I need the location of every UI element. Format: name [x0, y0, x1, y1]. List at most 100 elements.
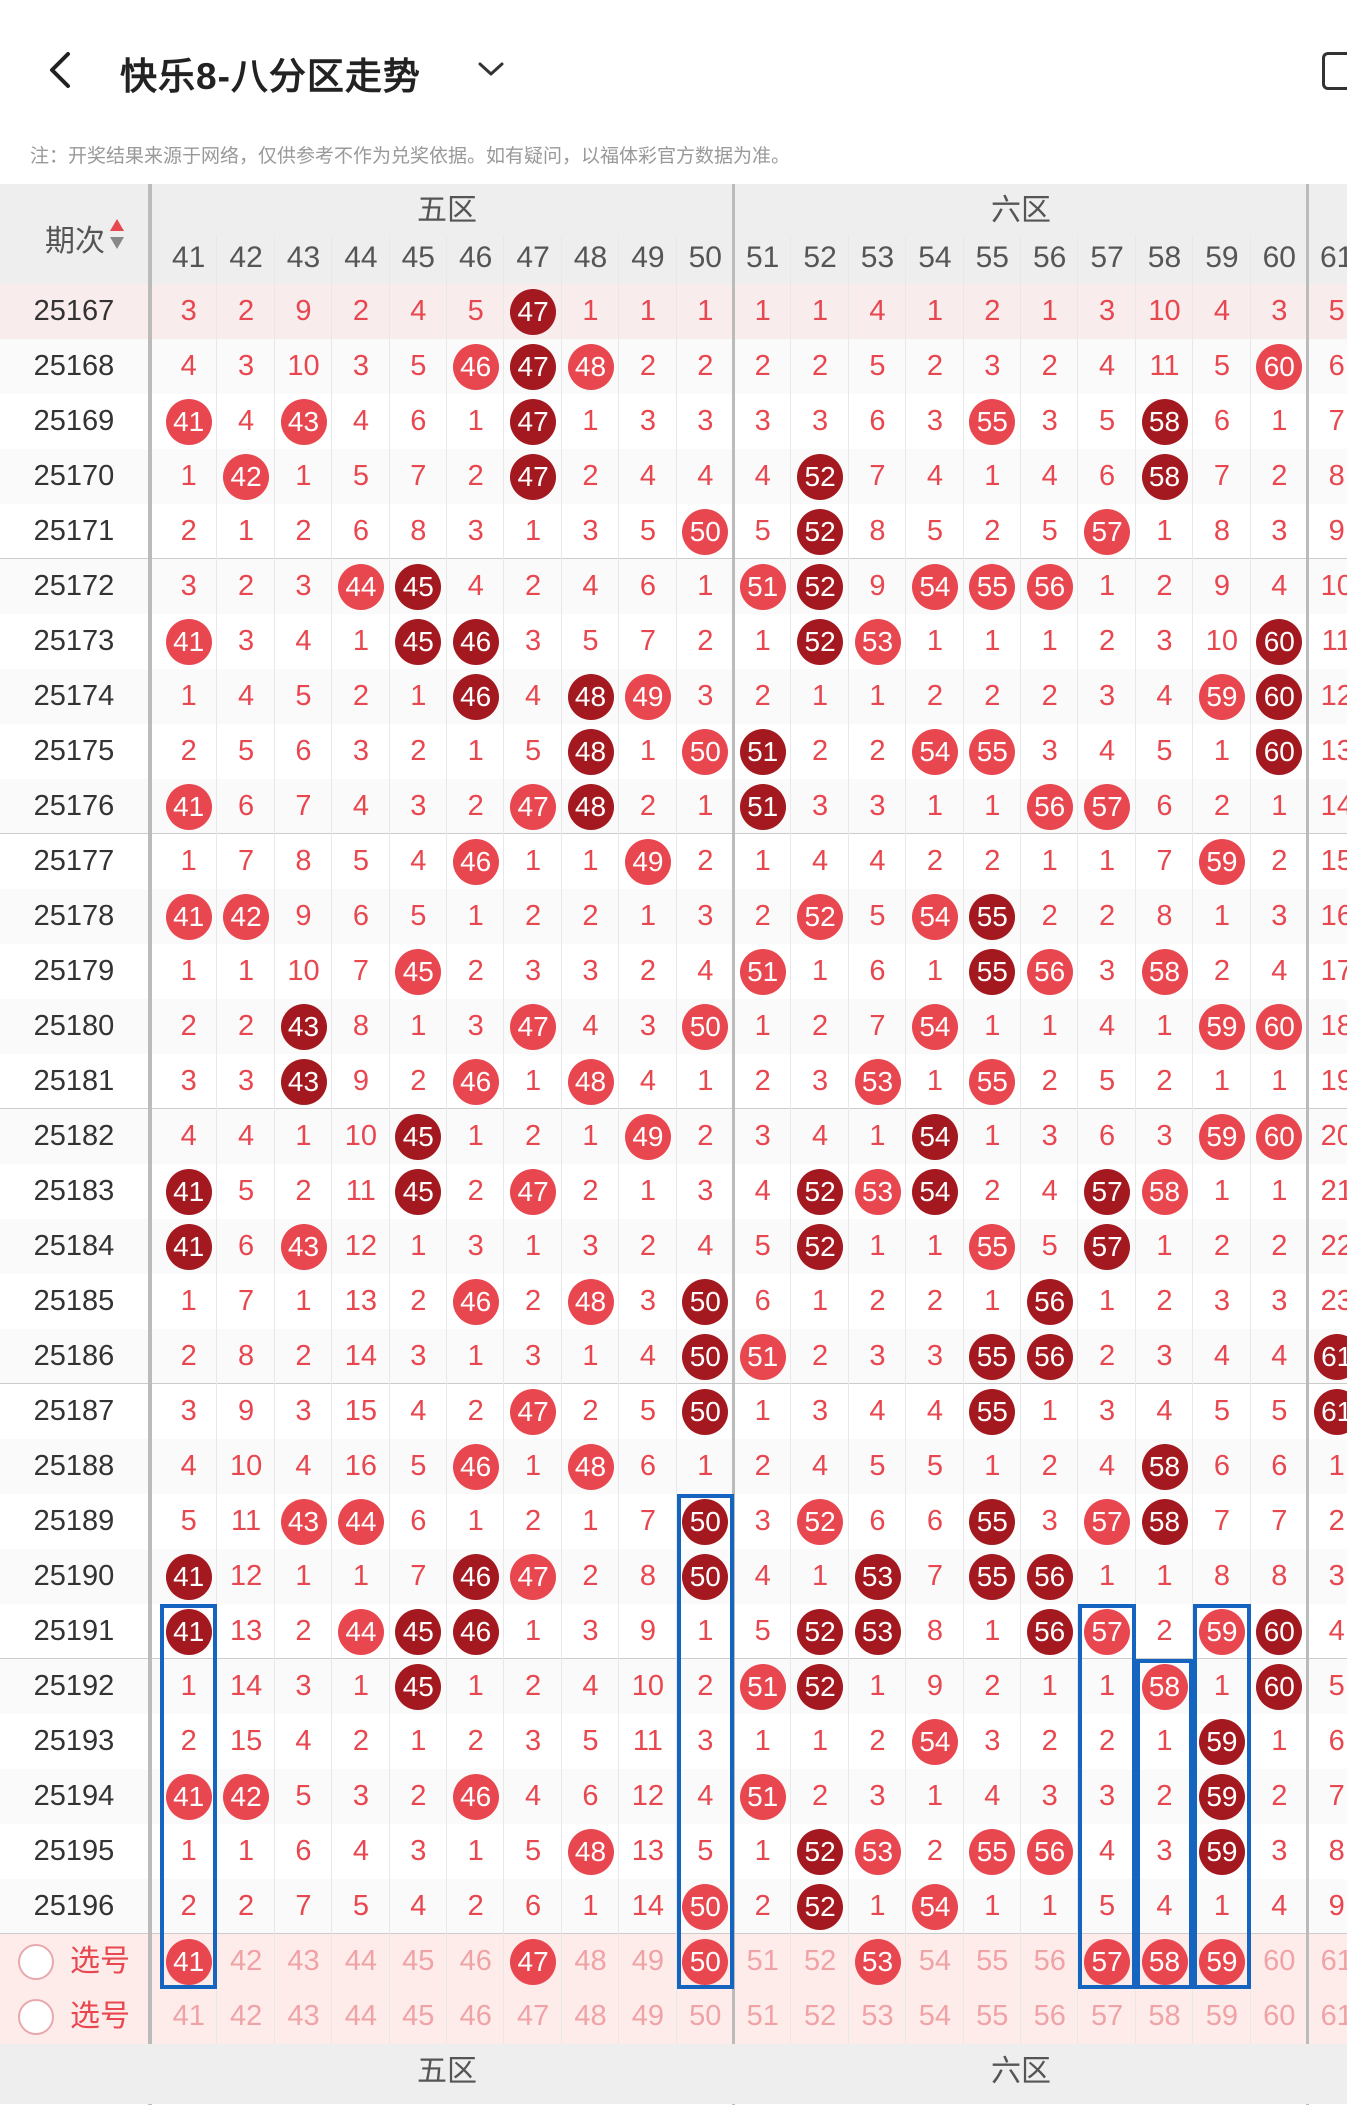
miss-count: 6: [1328, 1725, 1345, 1757]
page-title[interactable]: 快乐8-八分区走势: [120, 56, 421, 97]
pick-number[interactable]: 46: [459, 2000, 492, 2032]
miss-count: 8: [926, 1615, 943, 1647]
pick-number[interactable]: 61: [1320, 1945, 1347, 1977]
pick-number[interactable]: 51: [746, 1945, 779, 1977]
picked-ball[interactable]: 47: [510, 1938, 557, 1985]
table-row[interactable]: [0, 1439, 1347, 1494]
pick-row[interactable]: [0, 1989, 1347, 2044]
pick-number[interactable]: 57: [1090, 2000, 1124, 2032]
period-header[interactable]: 期次: [0, 184, 148, 284]
miss-count: 4: [180, 350, 197, 382]
pick-number[interactable]: 42: [229, 1945, 263, 1977]
miss-count: 2: [295, 1340, 312, 1372]
pick-number[interactable]: 60: [1263, 1945, 1296, 1977]
pick-number[interactable]: 55: [976, 1945, 1009, 1977]
column-divider: [1134, 236, 1136, 2044]
table-row[interactable]: [0, 559, 1347, 614]
table-row[interactable]: [0, 724, 1347, 779]
picked-ball[interactable]: 50: [682, 1938, 729, 1985]
pick-number[interactable]: 44: [344, 1945, 378, 1977]
table-row[interactable]: [0, 1879, 1347, 1934]
table-row[interactable]: [0, 1384, 1347, 1439]
table-row[interactable]: [0, 944, 1347, 999]
pick-number[interactable]: 49: [631, 2000, 665, 2032]
pick-number[interactable]: 45: [402, 1945, 435, 1977]
number-ball: 48: [567, 1443, 614, 1490]
phone-icon[interactable]: [1322, 52, 1347, 90]
table-row[interactable]: [0, 1109, 1347, 1164]
table-row[interactable]: [0, 999, 1347, 1054]
table-row[interactable]: [0, 284, 1347, 339]
pick-number[interactable]: 43: [287, 1945, 320, 1977]
picked-ball[interactable]: 53: [854, 1938, 901, 1985]
table-row[interactable]: [0, 1549, 1347, 1604]
pick-number[interactable]: 48: [574, 1945, 607, 1977]
pick-radio[interactable]: [18, 1944, 54, 1980]
table-row[interactable]: [0, 1274, 1347, 1329]
miss-count: 4: [812, 845, 829, 877]
picked-ball[interactable]: 57: [1084, 1938, 1131, 1985]
pick-number[interactable]: 54: [918, 2000, 952, 2032]
pick-number[interactable]: 60: [1263, 2000, 1296, 2032]
miss-count: 1: [1156, 1010, 1173, 1042]
miss-count: 1: [812, 1285, 829, 1317]
pick-number[interactable]: 52: [803, 1945, 837, 1977]
miss-count: 3: [639, 1285, 656, 1317]
miss-count: 1: [926, 295, 943, 327]
title-dropdown[interactable]: [474, 52, 508, 86]
pick-number[interactable]: 45: [402, 2000, 435, 2032]
pick-number[interactable]: 54: [918, 1945, 952, 1977]
period-cell: 25181: [33, 1065, 115, 1097]
table-row[interactable]: [0, 1329, 1347, 1384]
pick-number[interactable]: 52: [803, 2000, 837, 2032]
pick-number[interactable]: 42: [229, 2000, 263, 2032]
disclaimer-note: 注：开奖结果来源于网络，仅供参考不作为兑奖依据。如有疑问，以福体彩官方数据为准。: [30, 146, 791, 167]
table-row[interactable]: [0, 614, 1347, 669]
back-button[interactable]: [40, 40, 80, 100]
table-row[interactable]: [0, 669, 1347, 724]
pick-number[interactable]: 56: [1033, 2000, 1066, 2032]
miss-count: 3: [410, 1340, 427, 1372]
miss-count: 5: [352, 845, 369, 877]
miss-count: 15: [229, 1725, 263, 1757]
pick-number[interactable]: 51: [746, 2000, 779, 2032]
table-row[interactable]: [0, 1824, 1347, 1879]
pick-radio[interactable]: [18, 1999, 54, 2035]
pick-number[interactable]: 46: [459, 1945, 492, 1977]
pick-number[interactable]: 56: [1033, 1945, 1066, 1977]
table-row[interactable]: [0, 834, 1347, 889]
pick-number[interactable]: 61: [1320, 2000, 1347, 2032]
pick-number[interactable]: 47: [516, 2000, 550, 2032]
pick-number[interactable]: 49: [631, 1945, 665, 1977]
picked-ball[interactable]: 41: [165, 1938, 212, 1985]
number-ball: 47: [510, 343, 557, 390]
pick-number[interactable]: 58: [1148, 2000, 1181, 2032]
miss-count: 1: [180, 460, 197, 492]
miss-count: 2: [295, 515, 312, 547]
number-ball: 56: [1026, 1828, 1073, 1875]
table-row[interactable]: [0, 339, 1347, 394]
table-row[interactable]: [0, 1054, 1347, 1109]
miss-count: 2: [1041, 1065, 1058, 1097]
picked-ball[interactable]: 59: [1198, 1938, 1245, 1985]
table-row[interactable]: [0, 394, 1347, 449]
pick-number[interactable]: 44: [344, 2000, 378, 2032]
pick-number[interactable]: 48: [574, 2000, 607, 2032]
pick-number[interactable]: 53: [861, 2000, 894, 2032]
pick-number[interactable]: 43: [287, 2000, 320, 2032]
miss-count: 3: [582, 955, 599, 987]
column-header: 53: [860, 241, 895, 274]
number-ball: 41: [165, 398, 212, 445]
pick-number[interactable]: 41: [172, 2000, 205, 2032]
pick-number[interactable]: 55: [976, 2000, 1009, 2032]
number-ball: 55: [969, 948, 1016, 995]
table-row[interactable]: [0, 1659, 1347, 1714]
miss-count: 3: [754, 1120, 771, 1152]
miss-count: 3: [1099, 955, 1116, 987]
miss-count: 5: [869, 350, 886, 382]
picked-ball[interactable]: 58: [1141, 1938, 1188, 1985]
pick-number[interactable]: 59: [1205, 2000, 1239, 2032]
table-row[interactable]: [0, 1714, 1347, 1769]
pick-number[interactable]: 50: [689, 2000, 722, 2032]
miss-count: 2: [180, 735, 197, 767]
